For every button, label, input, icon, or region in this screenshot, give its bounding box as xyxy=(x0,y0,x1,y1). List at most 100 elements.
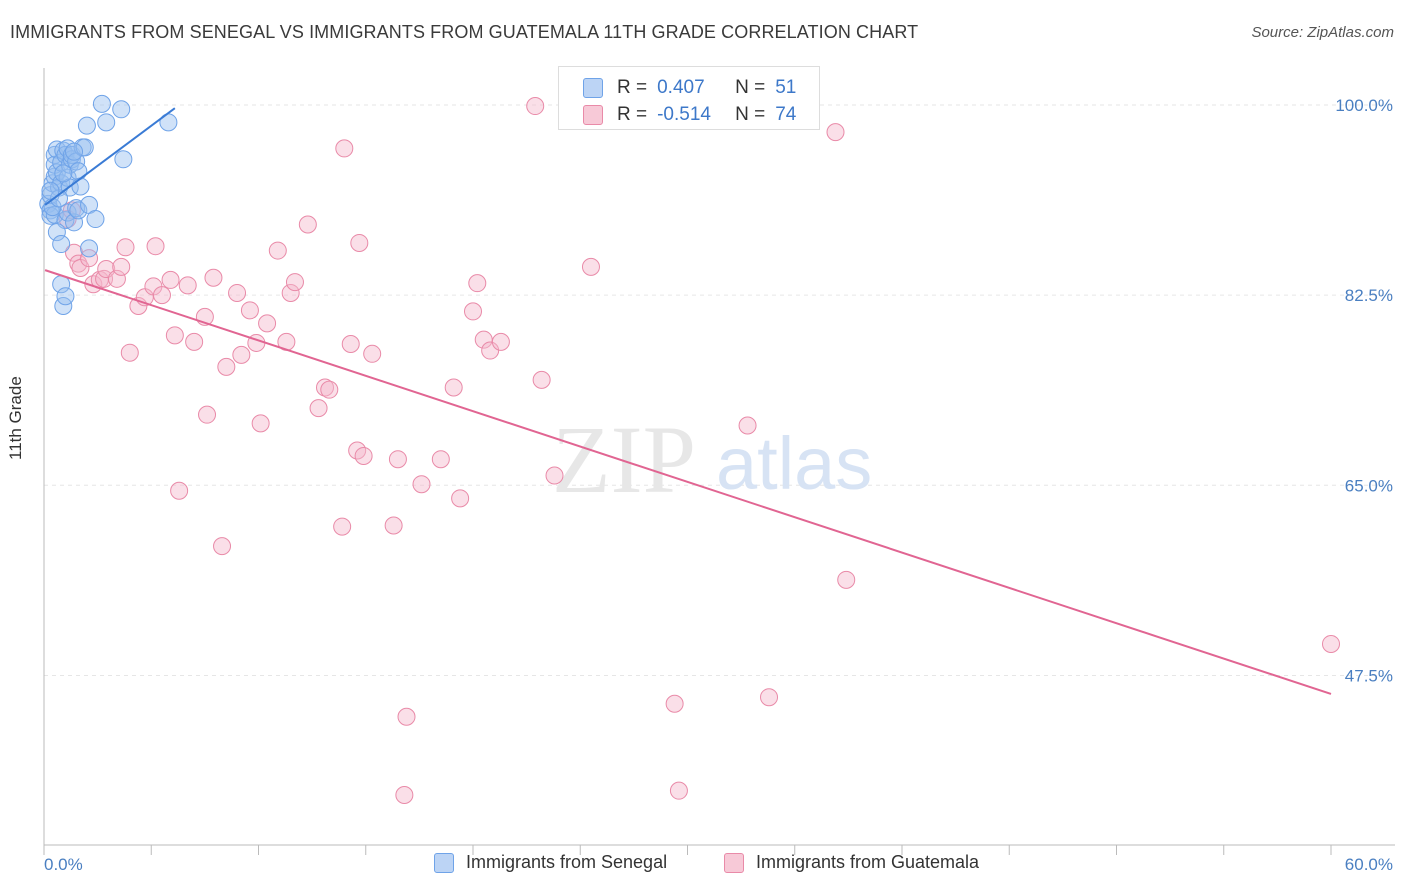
point-guatemala xyxy=(165,326,184,345)
r-value-guatemala: -0.514 xyxy=(657,104,711,125)
point-senegal xyxy=(75,138,94,157)
point-senegal xyxy=(65,142,84,161)
point-guatemala xyxy=(152,286,171,305)
point-senegal xyxy=(52,235,71,254)
y-tick-label: 100.0% xyxy=(1335,96,1393,115)
n-label: N = xyxy=(735,77,766,98)
point-guatemala xyxy=(178,276,197,295)
point-guatemala xyxy=(384,516,403,535)
point-guatemala xyxy=(354,446,373,465)
bottom-legend-swatch-senegal xyxy=(434,852,454,873)
point-guatemala xyxy=(491,332,510,351)
point-guatemala xyxy=(161,270,180,289)
point-senegal xyxy=(92,94,111,113)
point-guatemala xyxy=(170,481,189,500)
point-senegal xyxy=(80,239,99,258)
point-guatemala xyxy=(826,123,845,142)
point-senegal xyxy=(69,201,88,220)
n-value-guatemala: 74 xyxy=(775,104,797,125)
point-guatemala xyxy=(335,139,354,158)
bottom-legend-senegal[interactable]: Immigrants from Senegal xyxy=(434,852,667,873)
point-guatemala xyxy=(298,215,317,234)
point-guatemala xyxy=(116,238,135,257)
data-points xyxy=(39,94,1340,805)
legend-row-guatemala: R = -0.514 N = 74 xyxy=(559,101,796,129)
point-senegal xyxy=(54,164,73,183)
point-guatemala xyxy=(240,301,259,320)
point-guatemala xyxy=(333,517,352,536)
n-label: N = xyxy=(735,104,766,125)
point-senegal xyxy=(47,223,66,242)
point-guatemala xyxy=(107,269,126,288)
point-guatemala xyxy=(350,233,369,252)
point-guatemala xyxy=(464,302,482,321)
point-guatemala xyxy=(837,570,856,589)
point-senegal xyxy=(112,100,131,119)
y-tick-label: 65.0% xyxy=(1345,476,1393,495)
x-tick-label: 60.0% xyxy=(1345,855,1393,874)
point-guatemala xyxy=(451,489,470,508)
point-guatemala xyxy=(120,343,139,362)
chart-title: IMMIGRANTS FROM SENEGAL VS IMMIGRANTS FR… xyxy=(10,22,919,42)
gridlines xyxy=(44,104,1395,676)
point-guatemala xyxy=(320,380,339,399)
point-senegal xyxy=(86,210,105,229)
point-guatemala xyxy=(738,416,757,435)
point-guatemala xyxy=(341,335,360,354)
point-senegal xyxy=(114,150,133,169)
bottom-legend-label-senegal: Immigrants from Senegal xyxy=(466,852,668,872)
point-guatemala xyxy=(198,405,217,424)
point-guatemala xyxy=(444,378,463,397)
point-guatemala xyxy=(112,257,131,276)
point-guatemala xyxy=(258,314,277,333)
r-value-senegal: 0.407 xyxy=(657,77,705,98)
point-senegal xyxy=(77,116,96,135)
point-guatemala xyxy=(363,344,382,363)
legend-swatch-senegal xyxy=(583,78,603,98)
watermark-zip: ZIP xyxy=(552,406,696,513)
point-guatemala xyxy=(545,466,564,485)
axes xyxy=(43,68,1395,855)
bottom-legend-guatemala[interactable]: Immigrants from Guatemala xyxy=(724,852,979,873)
point-guatemala xyxy=(251,414,270,433)
legend-row-senegal: R = 0.407 N = 51 xyxy=(559,74,796,102)
point-guatemala xyxy=(217,357,236,376)
point-guatemala xyxy=(1322,634,1340,653)
point-guatemala xyxy=(665,694,684,713)
x-tick-label: 0.0% xyxy=(44,855,83,874)
point-guatemala xyxy=(285,273,304,292)
point-guatemala xyxy=(412,475,431,494)
point-guatemala xyxy=(395,786,414,805)
r-label: R = xyxy=(617,77,648,98)
trend-line-senegal xyxy=(44,107,176,206)
point-guatemala xyxy=(80,249,99,268)
point-guatemala xyxy=(309,399,328,418)
point-guatemala xyxy=(760,688,779,707)
point-guatemala xyxy=(431,450,450,469)
point-senegal xyxy=(97,113,116,132)
point-guatemala xyxy=(468,274,487,293)
source-label: Source: ZipAtlas.com xyxy=(1251,24,1394,41)
point-guatemala xyxy=(388,450,407,469)
point-guatemala xyxy=(281,283,300,302)
watermark: ZIP atlas xyxy=(552,406,872,513)
point-guatemala xyxy=(669,781,688,800)
bottom-legend-label-guatemala: Immigrants from Guatemala xyxy=(756,852,980,872)
point-guatemala xyxy=(532,370,551,389)
point-senegal xyxy=(65,213,84,232)
point-guatemala xyxy=(397,707,416,726)
point-guatemala xyxy=(204,268,223,287)
point-guatemala xyxy=(232,345,251,364)
r-label: R = xyxy=(617,104,648,125)
legend-swatch-guatemala xyxy=(583,105,603,125)
point-guatemala xyxy=(268,241,287,260)
bottom-legend-swatch-guatemala xyxy=(724,852,744,873)
point-senegal xyxy=(71,177,90,196)
y-tick-label: 47.5% xyxy=(1345,666,1393,685)
tick-labels: 47.5% 65.0% 82.5% 100.0% 0.0% 60.0% xyxy=(44,96,1393,874)
correlation-legend: R = 0.407 N = 51 R = -0.514 N = 74 xyxy=(558,66,820,130)
point-guatemala xyxy=(581,257,600,276)
point-guatemala xyxy=(185,332,204,351)
y-tick-label: 82.5% xyxy=(1345,286,1393,305)
